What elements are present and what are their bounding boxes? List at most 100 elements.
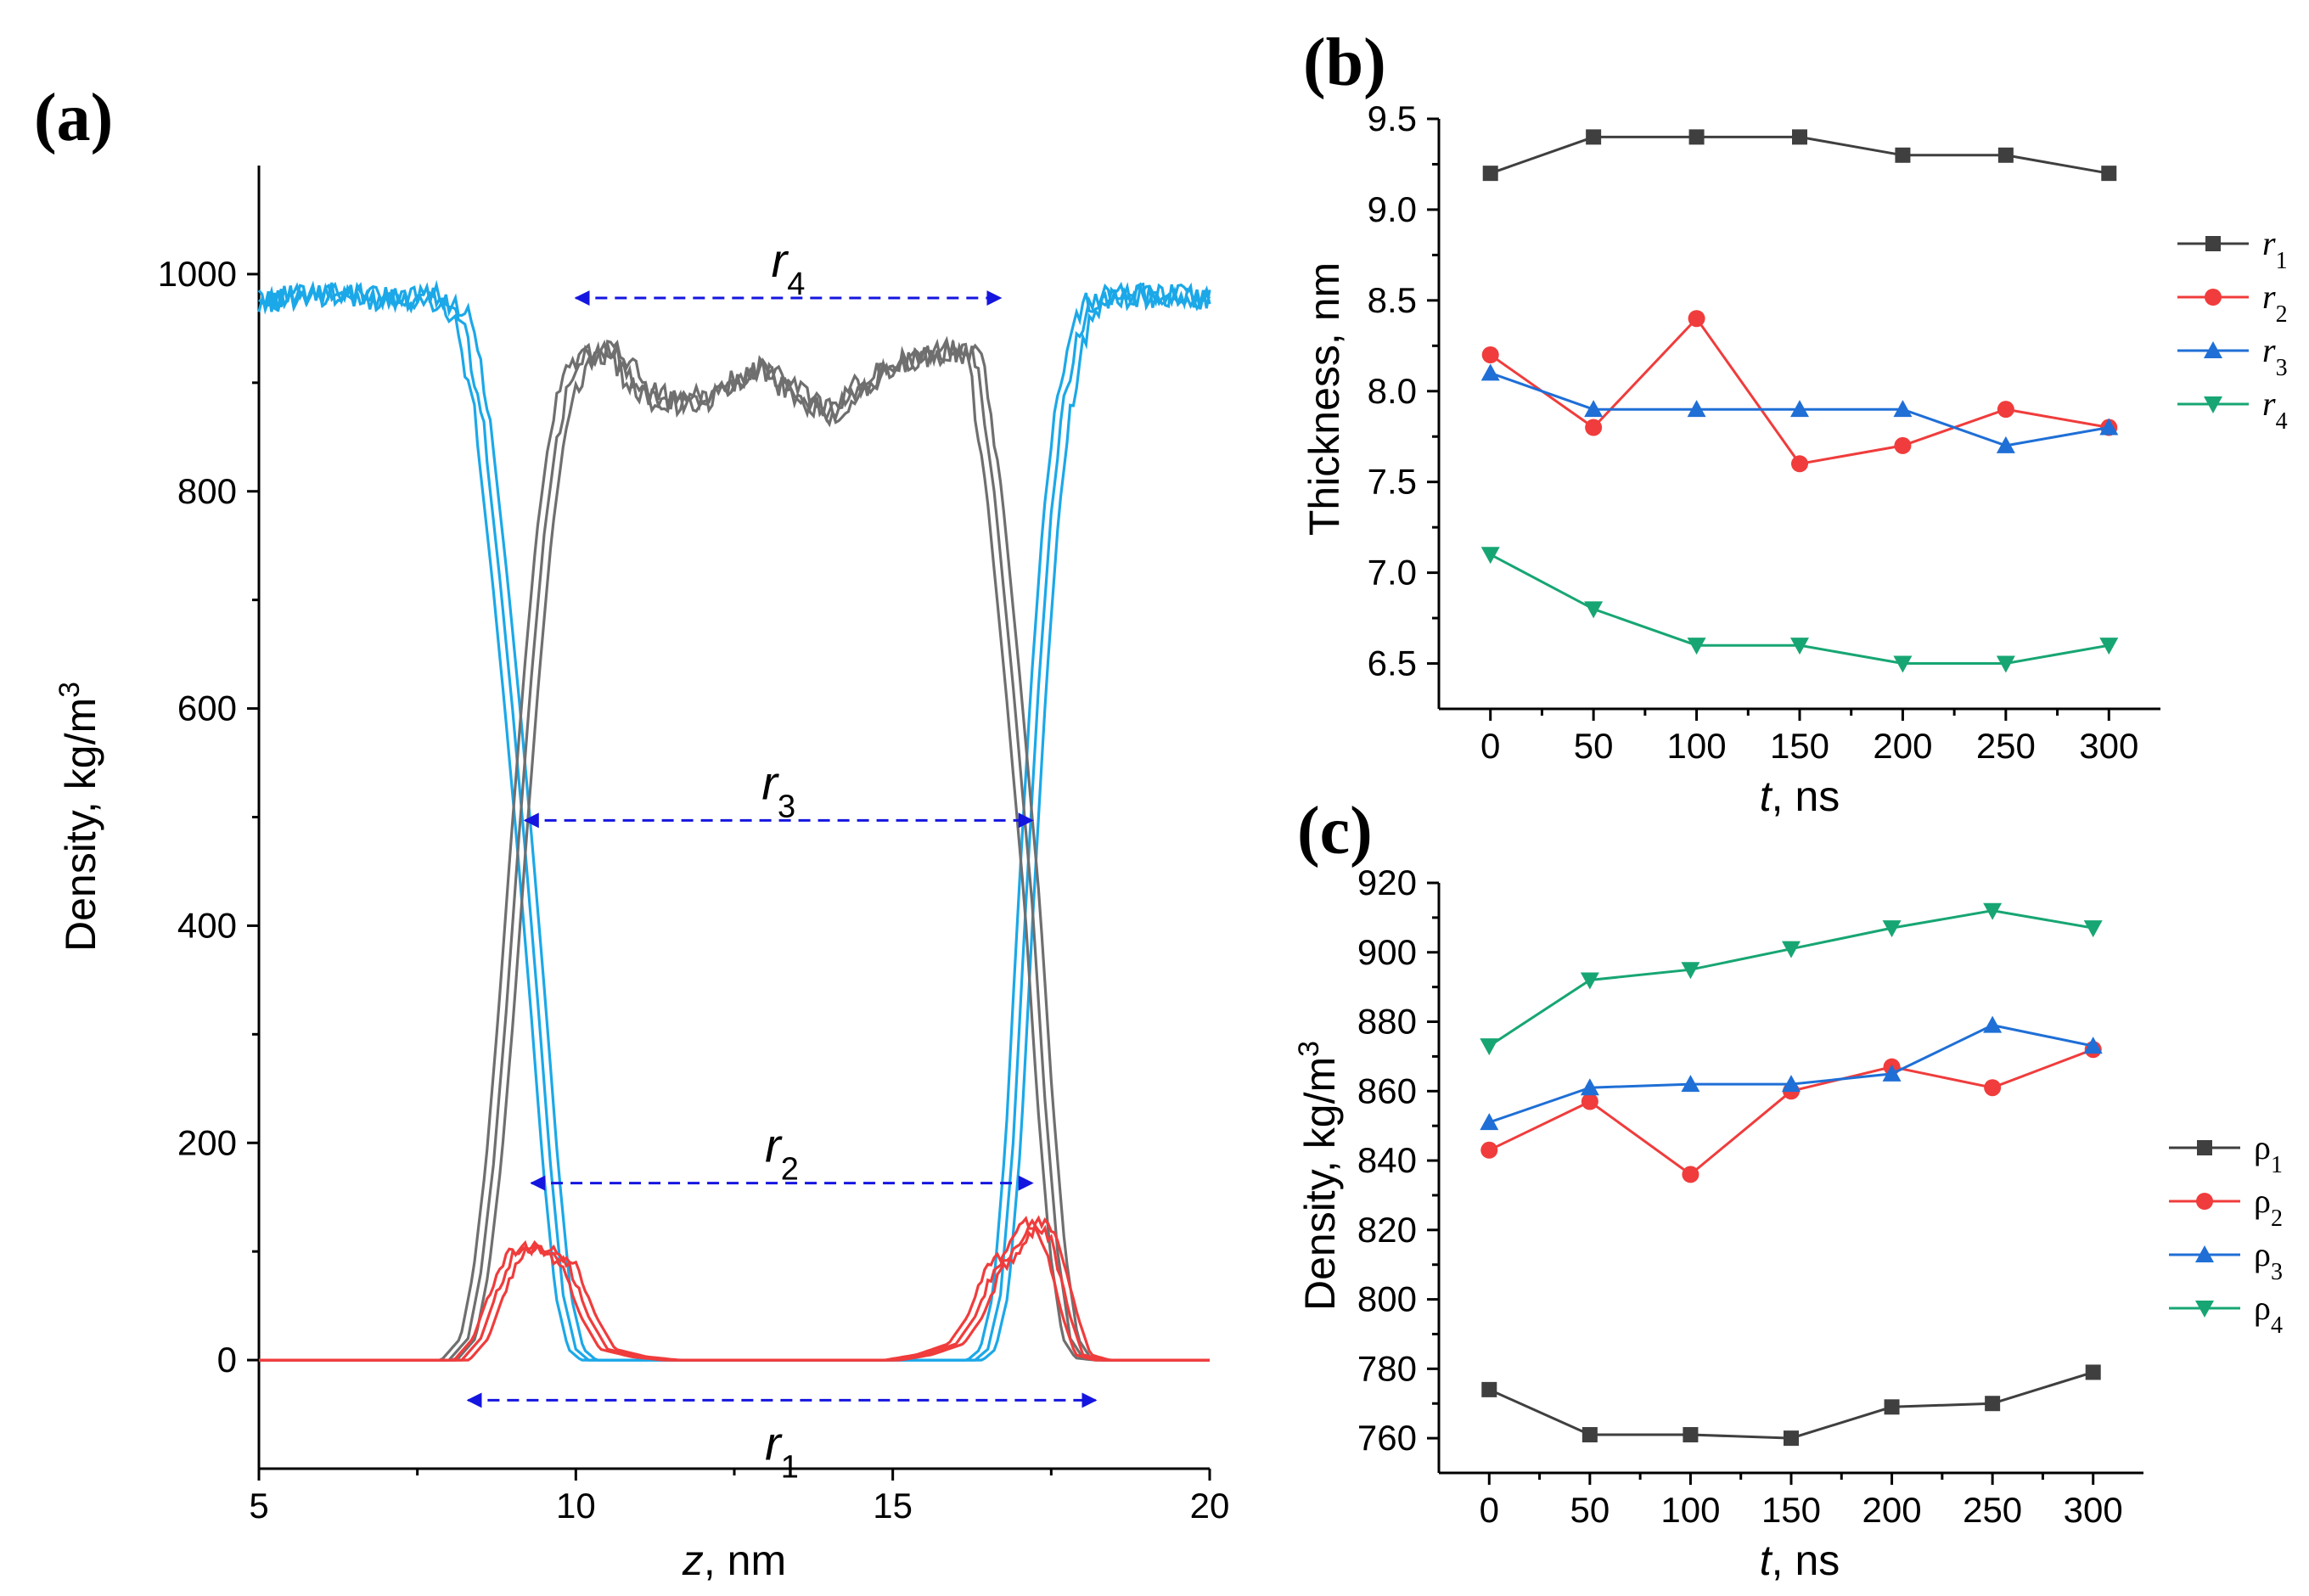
data-point	[1580, 1078, 1599, 1096]
panel-b-thickness: 0 50 100 150 200 250 300 6.5 7.0 7.5 8.0 8.5 9.0 9.5…	[1301, 98, 2288, 820]
legend-label: r1	[2262, 224, 2288, 274]
panel-label-a: (a)	[34, 81, 113, 155]
x-tick-label: 0	[1480, 726, 1500, 766]
panel-c-x-ticks: 0 50 100 150 200 250 300	[1480, 1473, 2123, 1530]
x-tick-label: 250	[1963, 1490, 2022, 1530]
series-line	[1488, 1048, 2094, 1177]
x-tick-label: 50	[1570, 1490, 1610, 1530]
data-point	[1480, 1038, 1499, 1056]
data-point	[1985, 1396, 2001, 1412]
panel-c-density: 0 50 100 150 200 250 300 760 780 800 820 840 860 880…	[1293, 863, 2283, 1584]
data-point	[2099, 638, 2119, 655]
x-tick-label: 300	[2079, 726, 2138, 766]
data-point	[1480, 1113, 1499, 1131]
panel-c-y-ticks: 760 780 800 820 840 860 880 900 920	[1357, 863, 1439, 1458]
data-point	[2195, 1245, 2214, 1262]
panel-a-lines	[257, 279, 1211, 1362]
x-tick-label: 20	[1190, 1486, 1230, 1526]
x-tick-label: 50	[1574, 726, 1614, 766]
legend-label: ρ4	[2254, 1289, 2283, 1339]
data-point	[1782, 1075, 1801, 1093]
y-tick-label: 860	[1357, 1071, 1417, 1110]
x-tick-label: 300	[2064, 1490, 2123, 1530]
data-point	[1688, 310, 1705, 328]
arrow-label: r4	[772, 233, 806, 302]
x-tick-label: 150	[1770, 726, 1829, 766]
series-line-polymer	[259, 339, 1210, 1362]
y-tick-label: 6.5	[1368, 643, 1417, 683]
panel-b-x-ticks: 0 50 100 150 200 250 300	[1480, 709, 2138, 766]
data-point	[1884, 1399, 1900, 1415]
legend-label: r3	[2262, 331, 2288, 381]
legend-label: r2	[2262, 278, 2288, 328]
data-point	[1792, 129, 1807, 145]
data-point	[1997, 401, 2014, 419]
y-tick-label: 600	[177, 688, 237, 728]
series-line-polymer	[259, 338, 1210, 1362]
panel-c-x-label: t, ns	[1760, 1537, 1840, 1584]
data-point	[2085, 1364, 2101, 1380]
data-point	[1782, 941, 1801, 958]
data-point	[1882, 1064, 1902, 1082]
legend-label: r4	[2262, 385, 2288, 435]
data-point	[1586, 129, 1602, 145]
y-tick-label: 820	[1357, 1210, 1417, 1250]
panel-b-lines	[1480, 129, 2119, 673]
data-point	[1682, 1166, 1699, 1183]
y-tick-label: 200	[177, 1122, 237, 1162]
y-tick-label: 8.0	[1368, 371, 1417, 411]
x-tick-label: 5	[249, 1486, 268, 1526]
y-tick-label: 800	[1357, 1279, 1417, 1319]
series-line-surfactant	[259, 1215, 1210, 1362]
x-tick-label: 0	[1480, 1490, 1499, 1530]
data-point	[2101, 166, 2117, 182]
panel-a-density-profile: 5 10 15 20 0 200 400 600 800 1000 r4 r3 r2 r1 z, nm…	[53, 166, 1229, 1584]
x-tick-label: 10	[556, 1486, 596, 1526]
data-point	[1683, 1427, 1699, 1443]
data-point	[1996, 655, 2015, 673]
x-tick-label: 100	[1660, 1490, 1720, 1530]
y-tick-label: 1000	[158, 254, 237, 294]
series-line-water	[258, 279, 1211, 1362]
data-point	[1895, 147, 1911, 163]
series-line	[1488, 1370, 2094, 1440]
y-tick-label: 800	[177, 471, 237, 511]
panel-c-lines	[1480, 902, 2103, 1447]
data-point	[1480, 363, 1500, 381]
data-point	[1581, 1427, 1598, 1443]
data-point	[1687, 400, 1706, 418]
series-line	[1488, 909, 2093, 1048]
data-point	[1784, 1430, 1799, 1447]
x-tick-label: 100	[1667, 726, 1727, 766]
data-point	[1790, 400, 1809, 418]
y-tick-label: 9.5	[1368, 98, 1417, 138]
panel-label-b: (b)	[1303, 25, 1386, 100]
legend-label: ρ3	[2254, 1235, 2283, 1285]
data-point	[1581, 1093, 1598, 1110]
legend-label: ρ2	[2254, 1182, 2283, 1232]
legend-label: ρ1	[2254, 1128, 2283, 1178]
data-point	[1481, 346, 1499, 363]
series-line-surfactant	[259, 1217, 1210, 1362]
data-point	[1790, 638, 1809, 655]
y-tick-label: 0	[217, 1340, 237, 1380]
data-point	[2083, 920, 2103, 938]
data-point	[1584, 400, 1604, 418]
data-point	[1688, 129, 1705, 145]
data-point	[2204, 341, 2222, 358]
data-point	[2205, 289, 2222, 306]
panel-b-y-label: Thickness, nm	[1301, 262, 1348, 536]
data-point	[1894, 436, 1912, 454]
panel-c-y-label: Density, kg/m3	[1293, 1041, 1344, 1311]
data-point	[1480, 547, 1500, 565]
y-tick-label: 900	[1357, 932, 1417, 972]
y-tick-label: 9.0	[1368, 189, 1417, 229]
data-point	[1687, 638, 1706, 655]
data-point	[2197, 1140, 2212, 1155]
arrow-label: r2	[765, 1119, 799, 1188]
panel-b-x-label: t, ns	[1760, 773, 1840, 820]
data-point	[1481, 1381, 1497, 1397]
y-tick-label: 880	[1357, 1002, 1417, 1042]
data-point	[1681, 962, 1700, 980]
